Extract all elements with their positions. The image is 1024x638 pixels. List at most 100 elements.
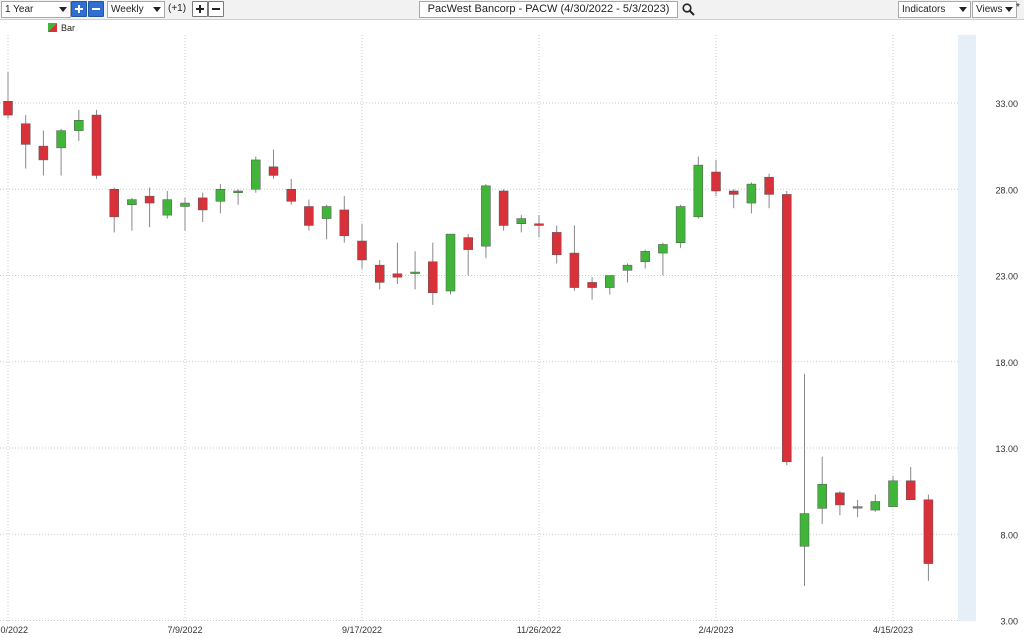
candle-body-down [835, 492, 845, 506]
candle[interactable] [304, 199, 314, 231]
candle-body-up [622, 264, 633, 271]
candle[interactable] [658, 242, 668, 276]
candle[interactable] [197, 192, 208, 223]
candles [3, 71, 934, 586]
candle[interactable] [605, 275, 615, 295]
candle[interactable] [852, 499, 863, 517]
candle[interactable] [233, 189, 243, 205]
indicators-select[interactable]: Indicators [898, 1, 971, 18]
views-label: Views [976, 4, 1003, 15]
candle[interactable] [20, 115, 31, 169]
candle-body-up [852, 506, 863, 509]
candle[interactable] [109, 187, 119, 233]
candle[interactable] [764, 173, 774, 209]
candle[interactable] [445, 233, 456, 295]
candle[interactable] [321, 204, 332, 240]
plus-icon [199, 5, 201, 13]
candle-body-down [304, 206, 314, 226]
candle[interactable] [923, 494, 934, 581]
candle-body-down [20, 123, 31, 145]
candle[interactable] [534, 215, 544, 238]
candle[interactable] [569, 225, 580, 292]
candle[interactable] [463, 234, 473, 276]
candle[interactable] [817, 456, 827, 524]
candle-body-up [445, 233, 456, 292]
chevron-down-icon [1005, 7, 1013, 12]
offset-increase-button[interactable] [192, 1, 208, 17]
candle-body-down [339, 209, 350, 237]
candle-body-down [428, 261, 438, 293]
candle[interactable] [144, 187, 155, 228]
zoom-in-button[interactable] [71, 1, 87, 17]
views-star: * [1016, 2, 1020, 13]
chevron-down-icon [959, 7, 967, 12]
candle[interactable] [38, 130, 49, 176]
candle[interactable] [410, 251, 420, 290]
views-select[interactable]: Views [972, 1, 1017, 18]
candle-body-up [746, 183, 757, 204]
candle[interactable] [357, 223, 367, 269]
candle-body-up [215, 189, 226, 202]
candle[interactable] [711, 159, 721, 197]
candle[interactable] [3, 71, 13, 119]
candle-body-down [498, 190, 509, 226]
symbol-title-field[interactable]: PacWest Bancorp - PACW (4/30/2022 - 5/3/… [419, 1, 678, 18]
candle-body-down [268, 166, 279, 176]
candle-body-up [675, 206, 686, 243]
period-select[interactable]: 1 Year [1, 1, 71, 18]
offset-decrease-button[interactable] [208, 1, 224, 17]
candle[interactable] [782, 190, 792, 466]
candle[interactable] [251, 156, 261, 193]
candle[interactable] [268, 149, 279, 179]
candle[interactable] [888, 475, 898, 507]
candle[interactable] [180, 197, 190, 231]
candle[interactable] [728, 189, 739, 209]
x-tick-label: 9/17/2022 [342, 625, 382, 635]
candle[interactable] [374, 259, 385, 290]
candle[interactable] [675, 204, 686, 248]
candle[interactable] [640, 249, 650, 269]
zoom-out-button[interactable] [88, 1, 104, 17]
candle[interactable] [74, 109, 84, 141]
candle[interactable] [392, 242, 403, 285]
price-chart[interactable]: 33.00 28.00 23.00 18.00 13.00 8.00 3.00 4/30/2… [0, 19, 1024, 638]
candle[interactable] [428, 242, 438, 305]
minus-icon [212, 8, 220, 10]
candle[interactable] [746, 182, 757, 214]
candle[interactable] [622, 263, 633, 283]
candle-body-up [817, 483, 827, 509]
candle[interactable] [905, 466, 916, 500]
candle-body-down [569, 252, 580, 288]
candle[interactable] [498, 189, 509, 231]
candle[interactable] [587, 277, 597, 300]
candle[interactable] [56, 128, 66, 176]
candle-body-down [38, 145, 49, 161]
candle[interactable] [215, 184, 226, 214]
candle[interactable] [481, 184, 491, 259]
candle-body-down [286, 189, 296, 202]
candle[interactable] [835, 491, 845, 516]
candle[interactable] [91, 109, 102, 179]
candle[interactable] [516, 215, 527, 233]
chart-legend: Bar [48, 23, 75, 33]
candle[interactable] [339, 196, 350, 243]
candle[interactable] [799, 373, 810, 586]
y-tick-label: 28.00 [995, 185, 1018, 195]
candle[interactable] [870, 494, 881, 512]
candle-body-down [374, 264, 385, 283]
candle[interactable] [286, 178, 296, 205]
search-icon[interactable] [682, 3, 695, 16]
interval-select[interactable]: Weekly [107, 1, 165, 18]
bar-legend-swatch [48, 23, 57, 32]
candle[interactable] [693, 156, 704, 219]
plus-icon [78, 5, 80, 13]
candle-body-up [481, 185, 491, 247]
y-tick-label: 18.00 [995, 358, 1018, 368]
y-tick-label: 13.00 [995, 444, 1018, 454]
candle[interactable] [162, 190, 173, 219]
candle[interactable] [127, 197, 137, 231]
chevron-down-icon [59, 7, 67, 12]
candle-body-down [711, 171, 721, 192]
candle[interactable] [551, 225, 562, 264]
x-tick-label: 4/15/2023 [873, 625, 913, 635]
